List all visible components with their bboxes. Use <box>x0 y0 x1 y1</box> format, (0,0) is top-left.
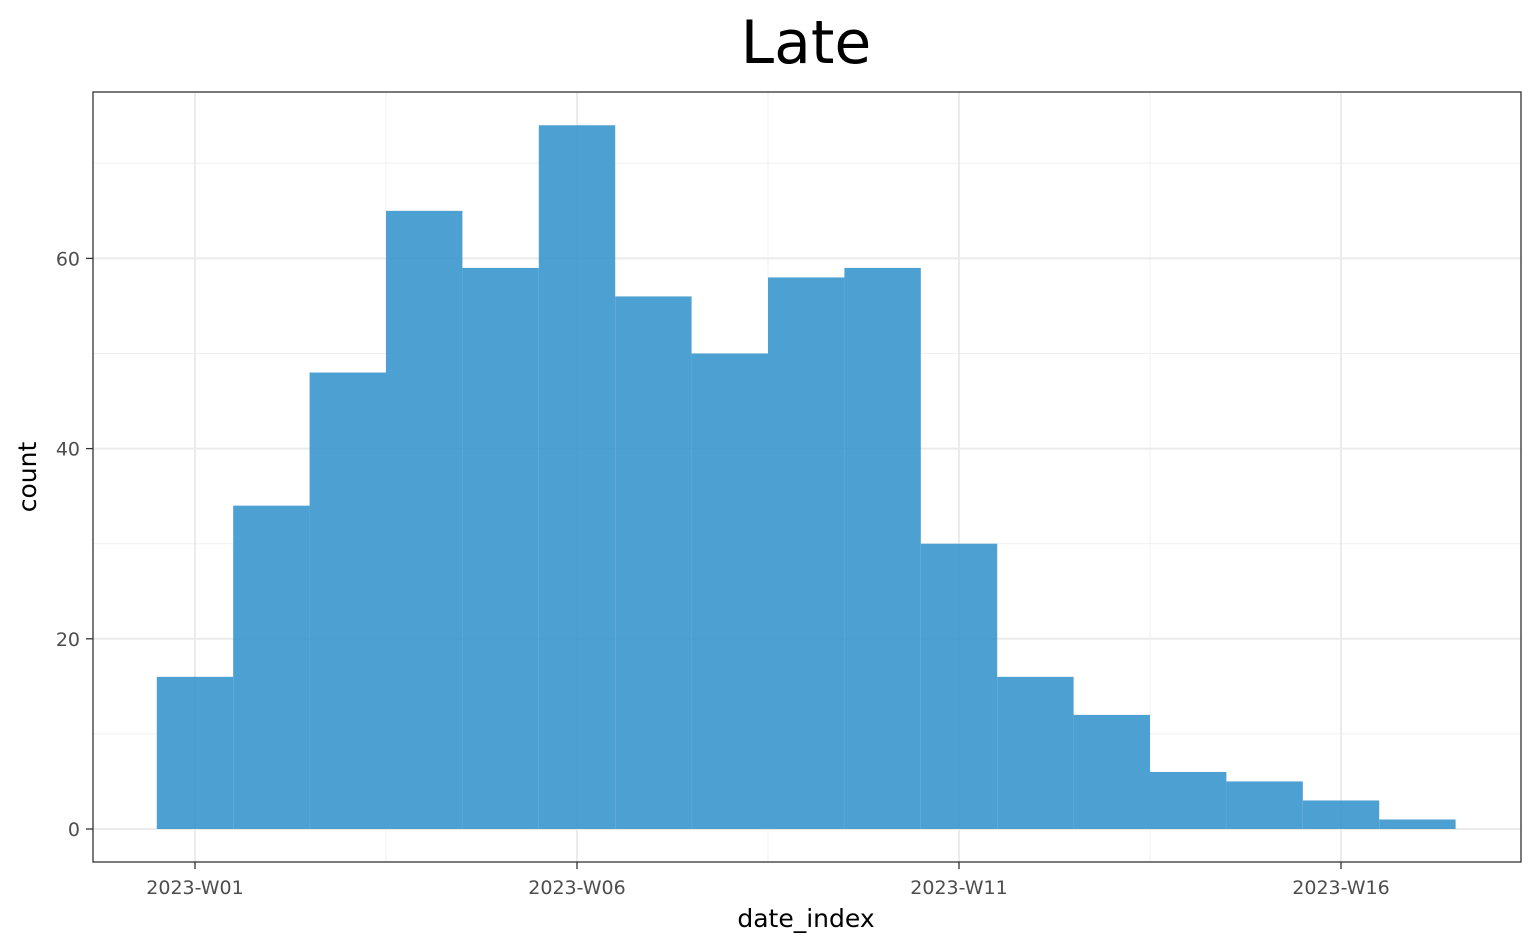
histogram-bar <box>844 267 921 829</box>
histogram-bar <box>615 296 692 829</box>
histogram-bar <box>538 125 616 829</box>
histogram-bar <box>691 353 768 829</box>
histogram-bars <box>156 125 1456 830</box>
histogram-bar <box>462 267 539 829</box>
histogram-bar <box>1150 771 1227 829</box>
x-tick-label: 2023-W06 <box>528 877 625 899</box>
histogram-bar <box>386 210 463 830</box>
histogram-bar <box>768 277 845 829</box>
histogram-bar <box>1226 781 1303 829</box>
histogram-bar <box>156 676 234 829</box>
histogram-bar <box>1073 714 1150 829</box>
y-tick-label: 40 <box>56 439 80 461</box>
y-tick-label: 60 <box>56 248 80 270</box>
histogram-bar <box>920 543 998 829</box>
histogram-bar <box>309 372 386 829</box>
histogram-bar <box>997 676 1074 829</box>
x-tick-label: 2023-W11 <box>910 877 1007 899</box>
histogram-bar <box>233 505 310 829</box>
x-tick-label: 2023-W16 <box>1292 877 1389 899</box>
chart-title: Late <box>741 8 872 78</box>
y-axis-title: count <box>13 442 42 513</box>
x-axis-title: date_index <box>737 904 874 933</box>
histogram-bar <box>1379 819 1456 829</box>
y-tick-label: 20 <box>56 629 80 651</box>
plot-panel-border <box>92 91 1522 863</box>
histogram-bar <box>1302 800 1380 829</box>
y-axis-ticks: 0 20 40 60 <box>56 248 93 841</box>
y-tick-label: 0 <box>68 819 80 841</box>
x-axis-ticks: 2023-W01 2023-W06 2023-W11 2023-W16 <box>146 862 1390 899</box>
x-tick-label: 2023-W01 <box>146 877 243 899</box>
